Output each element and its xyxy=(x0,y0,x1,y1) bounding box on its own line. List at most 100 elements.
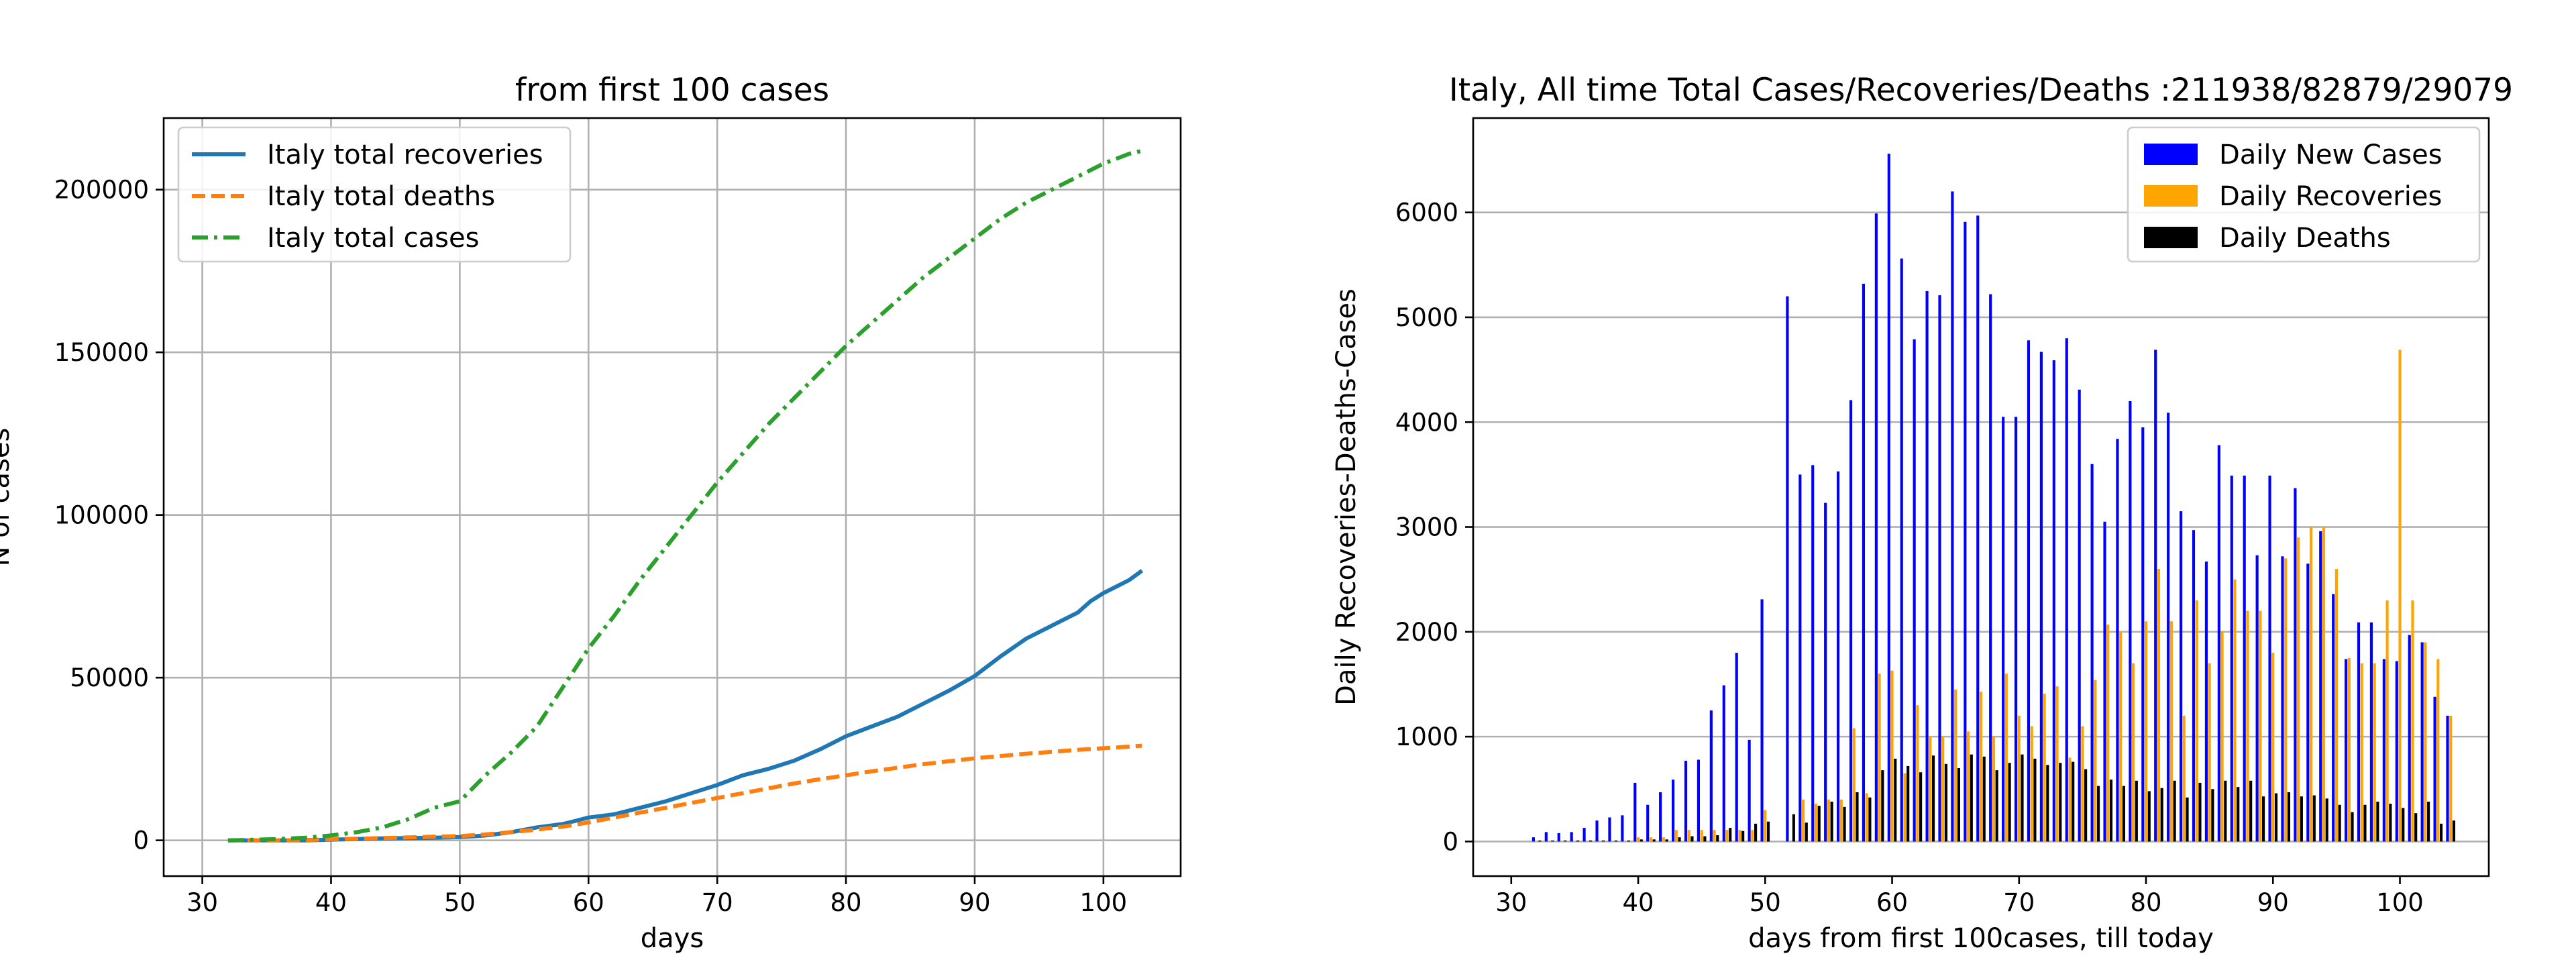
bar xyxy=(1966,731,1970,842)
bar xyxy=(1582,828,1586,842)
bar xyxy=(2446,715,2449,842)
x-tick-label: 100 xyxy=(2376,888,2424,917)
bar xyxy=(2402,808,2405,842)
bar xyxy=(2297,537,2300,842)
bar-series-daily-recoveries xyxy=(1636,350,2453,842)
bar xyxy=(1811,465,1815,842)
bar xyxy=(2106,624,2110,842)
bar xyxy=(2039,352,2043,842)
bar xyxy=(2002,417,2005,842)
bar xyxy=(1824,502,1827,842)
bar xyxy=(2414,813,2418,842)
y-tick-label: 100000 xyxy=(54,501,149,530)
bar xyxy=(1766,821,1770,842)
bar xyxy=(2376,802,2379,842)
bar xyxy=(1557,833,1560,842)
bar xyxy=(2129,400,2132,842)
bar xyxy=(1684,761,1688,842)
bar xyxy=(1576,840,1580,842)
bar xyxy=(2135,780,2138,842)
bar xyxy=(1957,768,1960,842)
bar xyxy=(2072,761,2075,842)
bar xyxy=(2198,782,2202,842)
axes-frame xyxy=(1472,117,2490,877)
bar xyxy=(2385,600,2389,842)
bar xyxy=(2096,786,2100,842)
bar xyxy=(2246,610,2249,842)
bar xyxy=(2230,475,2233,842)
bar xyxy=(2274,793,2278,842)
x-axis-label: days xyxy=(641,923,704,954)
bar xyxy=(1751,830,1754,842)
bar xyxy=(2030,726,2033,842)
series-line-italy-total-deaths xyxy=(227,743,1142,843)
x-tick-label: 60 xyxy=(1876,888,1908,917)
bar xyxy=(1799,474,1802,842)
bar xyxy=(1944,763,1948,842)
bar xyxy=(1907,765,1910,842)
bar xyxy=(1817,806,1821,842)
bar xyxy=(1735,653,1738,842)
bar xyxy=(2043,694,2046,842)
x-tick-label: 80 xyxy=(830,888,862,917)
bar xyxy=(2249,780,2253,842)
bar xyxy=(1760,599,1764,842)
bar xyxy=(2116,439,2119,842)
bar xyxy=(1690,836,1694,842)
bar xyxy=(2243,475,2246,842)
bar xyxy=(2103,521,2106,842)
bar xyxy=(2208,663,2211,842)
bar xyxy=(2008,763,2011,842)
bar xyxy=(1748,739,1751,842)
bar xyxy=(1716,835,1719,842)
legend-label: Daily Recoveries xyxy=(2219,181,2442,212)
bar xyxy=(1621,815,1624,842)
bar xyxy=(1544,832,1548,842)
bar xyxy=(2449,715,2453,842)
bar xyxy=(1925,290,1929,842)
bar xyxy=(1913,339,1916,842)
bar xyxy=(2065,338,2068,842)
bar xyxy=(2141,427,2145,842)
bar xyxy=(2325,798,2328,842)
legend-swatch xyxy=(2144,185,2198,207)
bar xyxy=(2433,696,2436,842)
bar xyxy=(2004,674,2008,842)
bar xyxy=(2195,600,2198,842)
bar xyxy=(1862,283,1866,842)
bar xyxy=(1954,689,1957,842)
bar xyxy=(2411,600,2414,842)
bar xyxy=(2179,511,2183,842)
bar xyxy=(2017,715,2021,842)
y-tick-label: 0 xyxy=(1442,827,1458,856)
bar xyxy=(1839,799,1843,842)
bar xyxy=(1837,471,1840,842)
y-tick-label: 1000 xyxy=(1395,722,1458,751)
bar xyxy=(1649,837,1653,842)
legend-label: Italy total recoveries xyxy=(267,140,543,170)
bar xyxy=(1951,191,1954,842)
bar xyxy=(1900,258,1903,842)
bar xyxy=(1589,840,1593,842)
bar xyxy=(2322,527,2326,842)
bar xyxy=(1646,804,1650,842)
legend-frame xyxy=(2127,126,2481,263)
bar xyxy=(2347,657,2351,842)
y-axis-label: N of cases xyxy=(0,428,15,567)
bar xyxy=(2081,726,2084,842)
bar xyxy=(1894,758,1897,842)
bar xyxy=(2014,417,2018,842)
legend-label: Daily New Cases xyxy=(2219,140,2443,170)
bar xyxy=(2182,715,2186,842)
y-tick-label: 6000 xyxy=(1395,199,1458,227)
bar xyxy=(2306,564,2310,842)
x-tick-label: 60 xyxy=(573,888,604,917)
bar xyxy=(2157,569,2161,842)
bar xyxy=(1614,840,1617,842)
bar xyxy=(1703,836,1707,842)
bar xyxy=(2300,796,2303,842)
x-tick-label: 100 xyxy=(1080,888,1128,917)
bar xyxy=(1786,296,1789,842)
bar xyxy=(1856,792,1859,842)
